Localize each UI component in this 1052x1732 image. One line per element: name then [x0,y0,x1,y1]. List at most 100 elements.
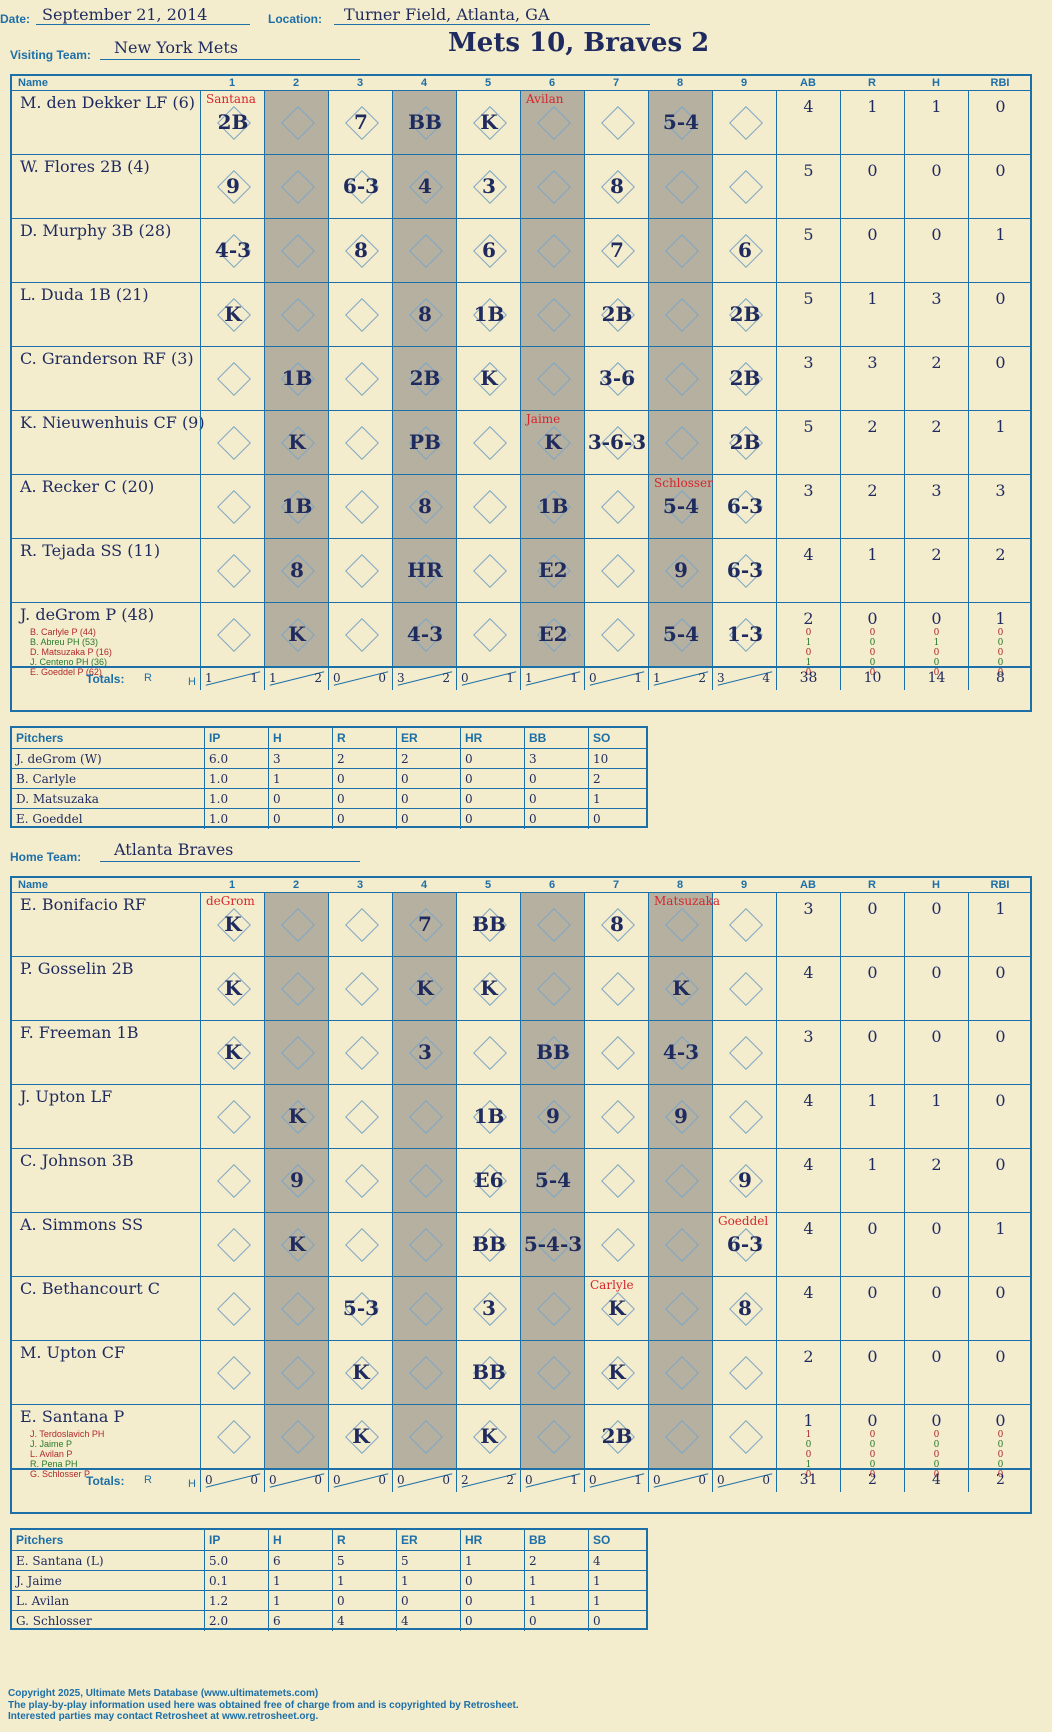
pitcher-change-note: Santana [206,92,256,106]
base-diamond [665,1356,699,1390]
totals-h-label: H [188,676,196,688]
game-total-stat: 8 [968,668,1032,690]
batter-stat: 1 [968,893,1032,957]
base-diamond [345,1228,379,1262]
play-result: E2 [538,622,568,646]
pitcher-row: J. deGrom (W) 6.0 3 2 2 0 3 10 [12,748,646,769]
inning-header: 8 [676,879,684,891]
pitcher-stat: 1 [268,1591,332,1611]
pitcher-stat: 0 [460,789,524,809]
stat-value: 0 [995,1155,1006,1174]
batter-stat: 0 [904,1213,968,1277]
substitute-stat: 0 [997,1440,1004,1450]
stat-value: 1 [867,289,878,308]
base-diamond [665,1420,699,1454]
base-diamond [601,972,635,1006]
play-result: K [288,622,306,646]
batter-stat: 0 [840,893,904,957]
base-diamond [409,1228,443,1262]
inning-cell: 3 [456,155,520,219]
play-result: 1B [281,366,313,390]
totals-r-label: R [144,672,152,684]
pitcher-stat: 5.0 [204,1551,268,1571]
inning-header: 4 [420,77,428,89]
batter-row: K. Nieuwenhuis CF (9) K PB K 3-6-3 2B 5 2 2 1 [12,410,1030,475]
batter-stat: 0 [904,155,968,219]
pitcher-stat: 1.0 [204,789,268,809]
play-result: K [224,912,242,936]
play-result: 9 [290,1168,304,1192]
inning-runs: 0 [205,1473,213,1487]
batter-row: F. Freeman 1B K 3 BB 4-3 3 0 0 0 [12,1020,1030,1085]
inning-hits: 1 [634,671,642,685]
inning-cell: K [200,283,264,347]
inning-cell [648,347,712,411]
play-result: 6 [482,238,496,262]
play-result: 5-4 [662,622,700,646]
inning-cell [264,1341,328,1405]
substitute-stat: 1 [805,638,812,648]
visiting-team-name: New York Mets [114,38,238,57]
inning-runs: 0 [525,1473,533,1487]
inning-header: 7 [612,879,620,891]
inning-cell: 2B [584,283,648,347]
play-result: PB [409,430,441,454]
inning-header: 3 [356,77,364,89]
batter-stat: 0 [840,1341,904,1405]
play-result: 9 [738,1168,752,1192]
stat-value: 3 [931,289,942,308]
stat-value: 4 [803,963,814,982]
batter-name: M. den Dekker LF (6) [20,93,196,112]
retrosheet-line: The play-by-play information used here w… [8,1700,519,1711]
play-result: 6 [738,238,752,262]
inning-cell [456,1021,520,1085]
substitute-name: L. Avilan P [30,1449,73,1459]
pitcher-change-note: Jaime [526,412,561,426]
batter-stat: 5 [776,155,840,219]
inning-runs: 3 [397,671,405,685]
inning-cell [328,475,392,539]
substitute-stat: 0 [869,1450,876,1460]
play-result: K [480,1424,498,1448]
play-result: 9 [546,1104,560,1128]
base-diamond [537,170,571,204]
inning-cell: 1B [456,1085,520,1149]
inning-cell [648,155,712,219]
stat-value: 1 [803,1411,814,1430]
inning-hits: 0 [378,1473,386,1487]
base-diamond [473,554,507,588]
stat-value: 0 [995,1091,1006,1110]
batter-stat: 4 [776,1277,840,1341]
pitcher-table-header: HR [460,728,524,748]
play-result: HR [407,558,443,582]
batter-row: W. Flores 2B (4) 9 6-3 4 3 8 5 0 0 0 [12,154,1030,219]
base-diamond [665,426,699,460]
batter-stat: 0 [840,957,904,1021]
pitcher-table-header: SO [588,728,648,748]
base-diamond [281,106,315,140]
batter-stat: 0 [840,1021,904,1085]
inning-cell [200,1085,264,1149]
inning-cell: 1B [264,475,328,539]
inning-cell [264,219,328,283]
batter-stat: 2 [904,347,968,411]
batter-name: A. Simmons SS [20,1215,144,1234]
pitcher-stat: 5 [396,1551,460,1571]
base-diamond [345,554,379,588]
batter-stat: 0 [840,1213,904,1277]
game-date: September 21, 2014 [42,5,208,24]
stat-value: 3 [803,899,814,918]
batter-row: E. Bonifacio RF K 7 BB 8 3 0 0 1 [12,892,1030,957]
inning-cell [584,1085,648,1149]
batter-row: C. Granderson RF (3) 1B 2B K 3-6 2B 3 3 2 0 [12,346,1030,411]
stat-value: 2 [867,481,878,500]
inning-cell [584,539,648,603]
pitcher-row: E. Santana (L) 5.0 6 5 5 1 2 4 [12,1550,646,1571]
pitcher-stat: 1 [332,1571,396,1591]
batter-name: C. Granderson RF (3) [20,349,194,368]
substitute-stat: 0 [997,658,1004,668]
